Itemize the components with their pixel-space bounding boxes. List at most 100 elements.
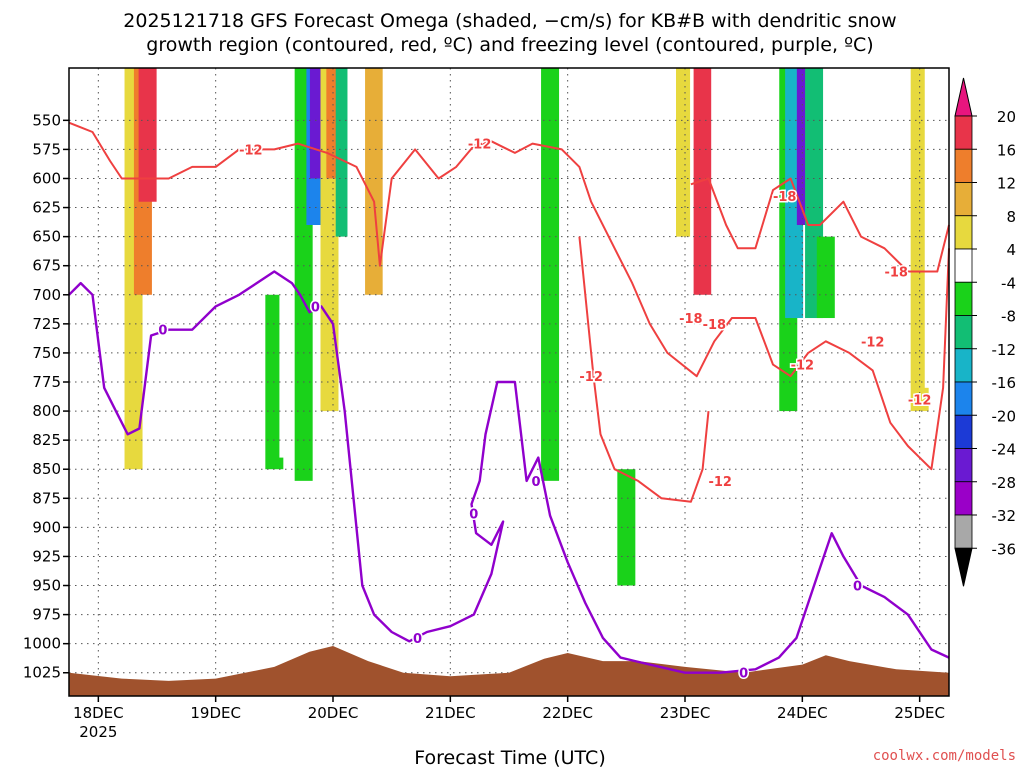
colorbar-swatch-7	[954, 348, 973, 383]
omega-cell-18	[417, 68, 436, 470]
contour-label-3: -12	[708, 475, 732, 490]
y-axis: 550 575 600 625 650 675 700 725 750 775 800 825 850 8…	[23, 111, 69, 682]
colorbar-label-1: 16	[997, 141, 1016, 159]
contour-label-11: 0	[158, 324, 167, 339]
x-tick-label-21DEC: 21DEC	[425, 704, 476, 722]
colorbar-label-2: 12	[997, 175, 1016, 193]
x-tick-sublabel-18DEC: 2025	[79, 723, 117, 741]
contour-label-8: -18	[679, 312, 703, 327]
colorbar-label-12: -32	[992, 507, 1017, 525]
colorbar-swatch-4	[954, 248, 973, 283]
contour-label-15: 0	[413, 632, 422, 647]
x-tick-label-25DEC: 25DEC	[894, 704, 945, 722]
colorbar-swatch-1	[954, 148, 973, 183]
contour-label-17: 0	[853, 580, 862, 595]
omega-cell-20	[541, 68, 560, 481]
y-tick-label-925: 925	[32, 547, 61, 565]
omega-cell-34	[863, 68, 882, 237]
colorbar-label-6: -8	[1001, 308, 1016, 326]
omega-cell-17	[400, 68, 419, 586]
colorbar-label-5: -4	[1001, 274, 1016, 292]
contour-label-13: 0	[469, 507, 478, 522]
colorbar-label-8: -16	[992, 374, 1017, 392]
colorbar-label-10: -24	[992, 441, 1017, 459]
colorbar-label-0: 20	[997, 108, 1016, 126]
colorbar-label-7: -12	[992, 341, 1017, 359]
contour-label-1: -12	[468, 138, 492, 153]
omega-cell-3	[138, 68, 157, 202]
omega-cell-5	[224, 294, 243, 470]
colorbar-swatch-5	[954, 281, 973, 316]
contour-lines	[68, 121, 950, 674]
contour-label-12: 0	[311, 300, 320, 315]
y-tick-label-1000: 1000	[23, 635, 61, 653]
x-tick-label-24DEC: 24DEC	[777, 704, 828, 722]
omega-cell-33	[816, 236, 835, 319]
y-tick-label-675: 675	[32, 257, 61, 275]
terrain-fill	[69, 646, 949, 696]
colorbar: 20 16 12 8 4 -4 -8 -12 -16 -20 -24 -28 -32 -36	[954, 77, 1017, 587]
colorbar-label-11: -28	[992, 474, 1017, 492]
contour-label-4: -12	[791, 359, 815, 374]
omega-cell-23	[617, 469, 636, 586]
x-tick-label-23DEC: 23DEC	[660, 704, 711, 722]
colorbar-label-4: 4	[1006, 241, 1016, 259]
colorbar-swatch-0	[954, 115, 973, 150]
contour-label-2: -12	[579, 370, 603, 385]
omega-cell-7	[279, 68, 298, 458]
contour-label-16: 0	[739, 667, 748, 682]
colorbar-swatch-6	[954, 315, 973, 350]
y-tick-label-725: 725	[32, 315, 61, 333]
x-tick-label-22DEC: 22DEC	[542, 704, 593, 722]
freezing-contour-0	[68, 270, 950, 674]
x-tick-label-19DEC: 19DEC	[190, 704, 241, 722]
y-tick-label-700: 700	[32, 286, 61, 304]
y-tick-label-800: 800	[32, 402, 61, 420]
chart-title-line-2: growth region (contoured, red, ºC) and f…	[146, 34, 873, 56]
colorbar-swatch-9	[954, 414, 973, 449]
colorbar-swatch-12	[954, 514, 973, 549]
dgz-contour-0	[68, 121, 950, 471]
dgz-contour-2	[690, 177, 950, 273]
x-axis-label: Forecast Time (UTC)	[414, 747, 605, 768]
contour-label-10: -18	[884, 266, 908, 281]
y-tick-label-975: 975	[32, 606, 61, 624]
colorbar-swatch-8	[954, 381, 973, 416]
x-tick-label-18DEC: 18DEC	[73, 704, 124, 722]
y-tick-label-750: 750	[32, 344, 61, 362]
y-tick-label-850: 850	[32, 460, 61, 478]
contour-label-6: -12	[908, 393, 932, 408]
omega-cell-19	[441, 68, 460, 412]
colorbar-bottom-arrow	[954, 547, 973, 587]
colorbar-swatch-2	[954, 182, 973, 217]
contour-label-14: 0	[531, 475, 540, 490]
dgz-contour-1	[578, 236, 710, 503]
contour-label-7: -18	[773, 190, 797, 205]
y-tick-label-600: 600	[32, 169, 61, 187]
contour-label-0: -12	[239, 143, 263, 158]
terrain-area	[69, 646, 949, 696]
y-tick-label-825: 825	[32, 431, 61, 449]
omega-cell-28	[711, 68, 730, 412]
y-tick-label-875: 875	[32, 489, 61, 507]
y-tick-label-625: 625	[32, 199, 61, 217]
contour-label-5: -12	[861, 335, 885, 350]
x-tick-label-20DEC: 20DEC	[308, 704, 359, 722]
colorbar-swatch-10	[954, 448, 973, 483]
credit-text: coolwx.com/models	[873, 748, 1016, 764]
chart-title-line-1: 2025121718 GFS Forecast Omega (shaded, −…	[123, 10, 896, 32]
colorbar-label-9: -20	[992, 407, 1017, 425]
omega-cell-24	[652, 68, 671, 295]
y-tick-label-575: 575	[32, 140, 61, 158]
omega-cell-15	[365, 68, 384, 295]
omega-cell-37	[910, 68, 929, 412]
y-tick-label-650: 650	[32, 228, 61, 246]
colorbar-label-3: 8	[1006, 208, 1016, 226]
y-tick-label-550: 550	[32, 111, 61, 129]
omega-cell-14	[347, 68, 366, 586]
omega-cell-16	[382, 68, 401, 598]
colorbar-swatch-11	[954, 481, 973, 516]
y-tick-label-775: 775	[32, 373, 61, 391]
